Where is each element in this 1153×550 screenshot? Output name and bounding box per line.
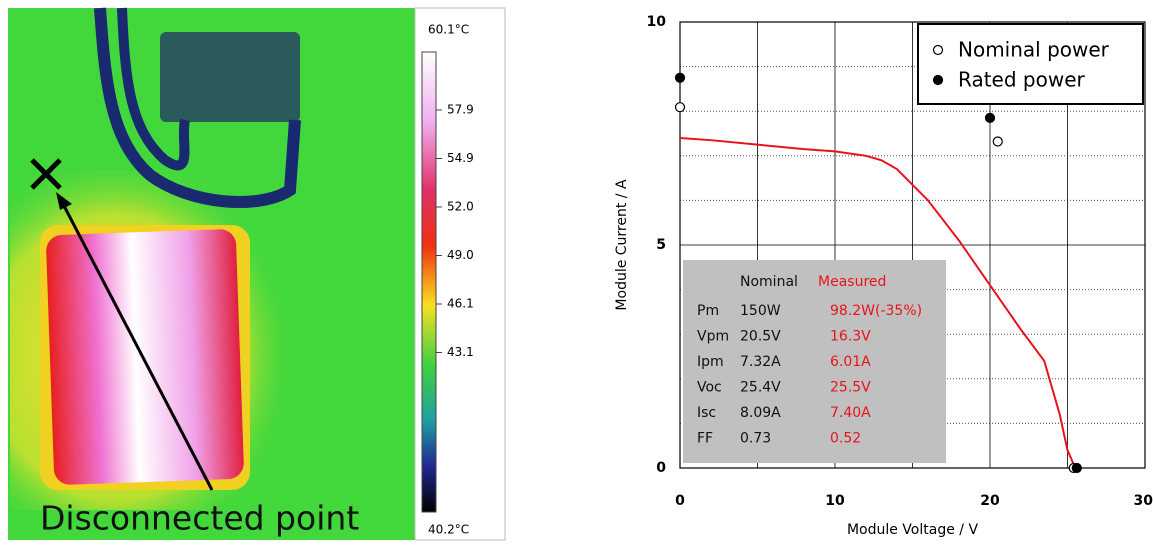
legend-box — [917, 23, 1144, 105]
point — [1071, 462, 1082, 474]
thermal-image: Disconnected point 60.1°C 40.2°C 57.9 54.… — [8, 7, 506, 541]
table-cell: 25.5V — [830, 380, 871, 396]
table-box — [683, 260, 946, 463]
cable — [94, 7, 301, 208]
caption: Disconnected point — [40, 499, 359, 538]
table-cell: Ipm — [697, 354, 724, 370]
legend-marker — [932, 44, 944, 56]
table-cell: Pm — [697, 303, 719, 319]
scale-tick-label: 57.9 — [447, 103, 474, 117]
arrow — [60, 201, 214, 491]
table-cell: Vpm — [697, 329, 729, 345]
table-cell: 16.3V — [830, 329, 871, 345]
x-tick-label: 0 — [675, 493, 685, 509]
table-cell: 7.32A — [740, 354, 781, 370]
legend-marker — [932, 74, 944, 86]
point — [674, 102, 686, 113]
iv-chart: 0 5 10 0 10 20 30 Module Voltage / V Module Curr… — [614, 14, 1153, 538]
table-cell: 8.09A — [740, 405, 781, 421]
table-cell: 20.5V — [740, 329, 781, 345]
y-tick-label: 10 — [647, 14, 667, 30]
scale-tick-label: 49.0 — [447, 248, 474, 262]
table-cell: 6.01A — [830, 354, 871, 370]
scale-tick-label: 52.0 — [447, 200, 474, 214]
line-series — [679, 136, 1077, 469]
x-axis-label: Module Voltage / V — [847, 522, 978, 538]
scale-max: 60.1°C — [428, 23, 469, 37]
x-tick-label: 10 — [825, 493, 845, 509]
table-cell: 150W — [740, 303, 781, 319]
table-header: Measured — [818, 274, 886, 290]
scale-ticks: 57.9 54.9 52.0 49.0 46.1 43.1 — [436, 103, 474, 359]
y-axis-label: Module Current / A — [614, 179, 630, 311]
junction-box — [160, 32, 300, 122]
y-tick-label: 0 — [656, 460, 666, 476]
scale-tick-label: 54.9 — [447, 151, 474, 165]
plot-frame — [679, 21, 1146, 469]
scale-min: 40.2°C — [428, 523, 469, 537]
arrow-head — [56, 192, 72, 210]
table-cell: 98.2W(-35%) — [830, 303, 922, 319]
table-cell: 7.40A — [830, 405, 871, 421]
table-cell: 25.4V — [740, 380, 781, 396]
cable — [117, 7, 190, 171]
color-bar — [421, 51, 437, 513]
table-cell: 0.73 — [740, 431, 771, 447]
scale-tick-label: 46.1 — [447, 297, 474, 311]
x-tick-label: 30 — [1134, 493, 1153, 509]
legend-label: Nominal power — [958, 38, 1110, 62]
x-tick-label: 20 — [980, 493, 1000, 509]
table-cell: FF — [697, 431, 713, 447]
table-header: Nominal — [740, 274, 798, 290]
table-cell: Voc — [697, 380, 722, 396]
cross-marker — [30, 158, 62, 190]
point — [984, 112, 996, 123]
hot-cell — [46, 229, 244, 485]
scale-tick-label: 43.1 — [447, 345, 474, 359]
table-cell: 0.52 — [830, 431, 861, 447]
y-tick-label: 5 — [656, 237, 666, 253]
point — [992, 136, 1003, 147]
point — [674, 72, 686, 83]
legend-label: Rated power — [958, 68, 1086, 92]
table-cell: Isc — [697, 405, 716, 421]
